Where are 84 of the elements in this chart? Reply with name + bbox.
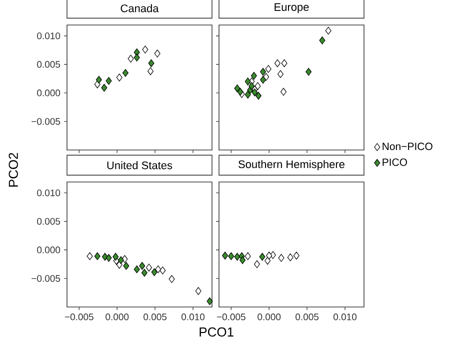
x-tick-label: 0.000 xyxy=(106,314,129,320)
point xyxy=(281,59,288,68)
point xyxy=(222,252,228,260)
point xyxy=(274,59,280,68)
point xyxy=(248,82,255,90)
y-tick-label: 0.010 xyxy=(37,32,60,40)
point xyxy=(139,262,146,270)
point xyxy=(134,265,140,274)
point xyxy=(255,92,262,100)
x-tick-label: 0.000 xyxy=(258,314,281,320)
x-tick-label: −0.005 xyxy=(64,314,94,320)
x-tick-label: 0.005 xyxy=(144,314,167,320)
chart-title: United States xyxy=(107,161,172,170)
point xyxy=(118,256,124,264)
point xyxy=(254,82,261,90)
point xyxy=(244,252,251,260)
point xyxy=(266,252,272,260)
point xyxy=(116,74,122,82)
point xyxy=(264,256,271,265)
point xyxy=(278,254,284,262)
y-tick-label: −0.005 xyxy=(32,275,60,282)
point xyxy=(265,65,272,73)
point xyxy=(106,254,112,262)
point xyxy=(122,69,128,77)
point xyxy=(86,252,93,260)
y-tick-label: 0.010 xyxy=(37,189,60,196)
y-tick-label: 0.000 xyxy=(37,246,60,254)
chart-title: Canada xyxy=(120,4,159,12)
point xyxy=(94,252,100,260)
legend-label: Non−PICO xyxy=(382,142,432,150)
x-tick-label: −0.005 xyxy=(216,314,246,320)
point xyxy=(102,252,108,261)
y-tick-label: 0.005 xyxy=(37,218,60,225)
point xyxy=(240,256,246,264)
point xyxy=(287,253,294,262)
point xyxy=(151,268,158,276)
point xyxy=(254,260,260,268)
point xyxy=(148,59,154,68)
point xyxy=(280,88,287,96)
point xyxy=(244,90,251,99)
point xyxy=(260,76,266,84)
point xyxy=(260,68,266,76)
legend-label: PICO xyxy=(382,158,408,166)
y-tick-label: 0.005 xyxy=(37,61,60,68)
point xyxy=(168,275,175,283)
point xyxy=(234,84,240,92)
point xyxy=(128,54,134,63)
point xyxy=(250,72,257,80)
x-axis-title: PCO1 xyxy=(200,327,234,337)
point xyxy=(319,36,326,44)
chart-title: Southern Hemisphere xyxy=(238,160,344,170)
point xyxy=(263,73,270,81)
point xyxy=(237,88,244,96)
point xyxy=(228,252,234,260)
point xyxy=(141,268,148,277)
point xyxy=(148,67,154,76)
y-tick-label: 0.000 xyxy=(37,90,60,96)
point xyxy=(106,77,112,85)
point xyxy=(293,252,300,260)
point xyxy=(155,265,162,274)
point xyxy=(96,76,102,84)
point xyxy=(234,252,240,261)
point xyxy=(123,262,130,270)
y-tick-label: −0.005 xyxy=(32,118,60,125)
point xyxy=(154,50,160,58)
point xyxy=(259,252,266,261)
point xyxy=(325,26,332,35)
point xyxy=(134,54,140,62)
y-axis-title: PCO2 xyxy=(8,152,18,187)
x-tick-label: 0.010 xyxy=(182,314,205,320)
point xyxy=(146,264,152,272)
point xyxy=(277,70,284,78)
chart-title: Europe xyxy=(274,3,309,14)
point xyxy=(306,68,312,76)
x-tick-label: 0.005 xyxy=(296,314,319,320)
point xyxy=(101,84,108,92)
point xyxy=(142,46,148,54)
point xyxy=(244,78,251,86)
point xyxy=(112,252,119,261)
point xyxy=(195,287,202,295)
x-tick-label: 0.010 xyxy=(334,314,357,320)
point xyxy=(206,297,213,306)
point xyxy=(160,266,166,274)
point xyxy=(252,88,258,96)
